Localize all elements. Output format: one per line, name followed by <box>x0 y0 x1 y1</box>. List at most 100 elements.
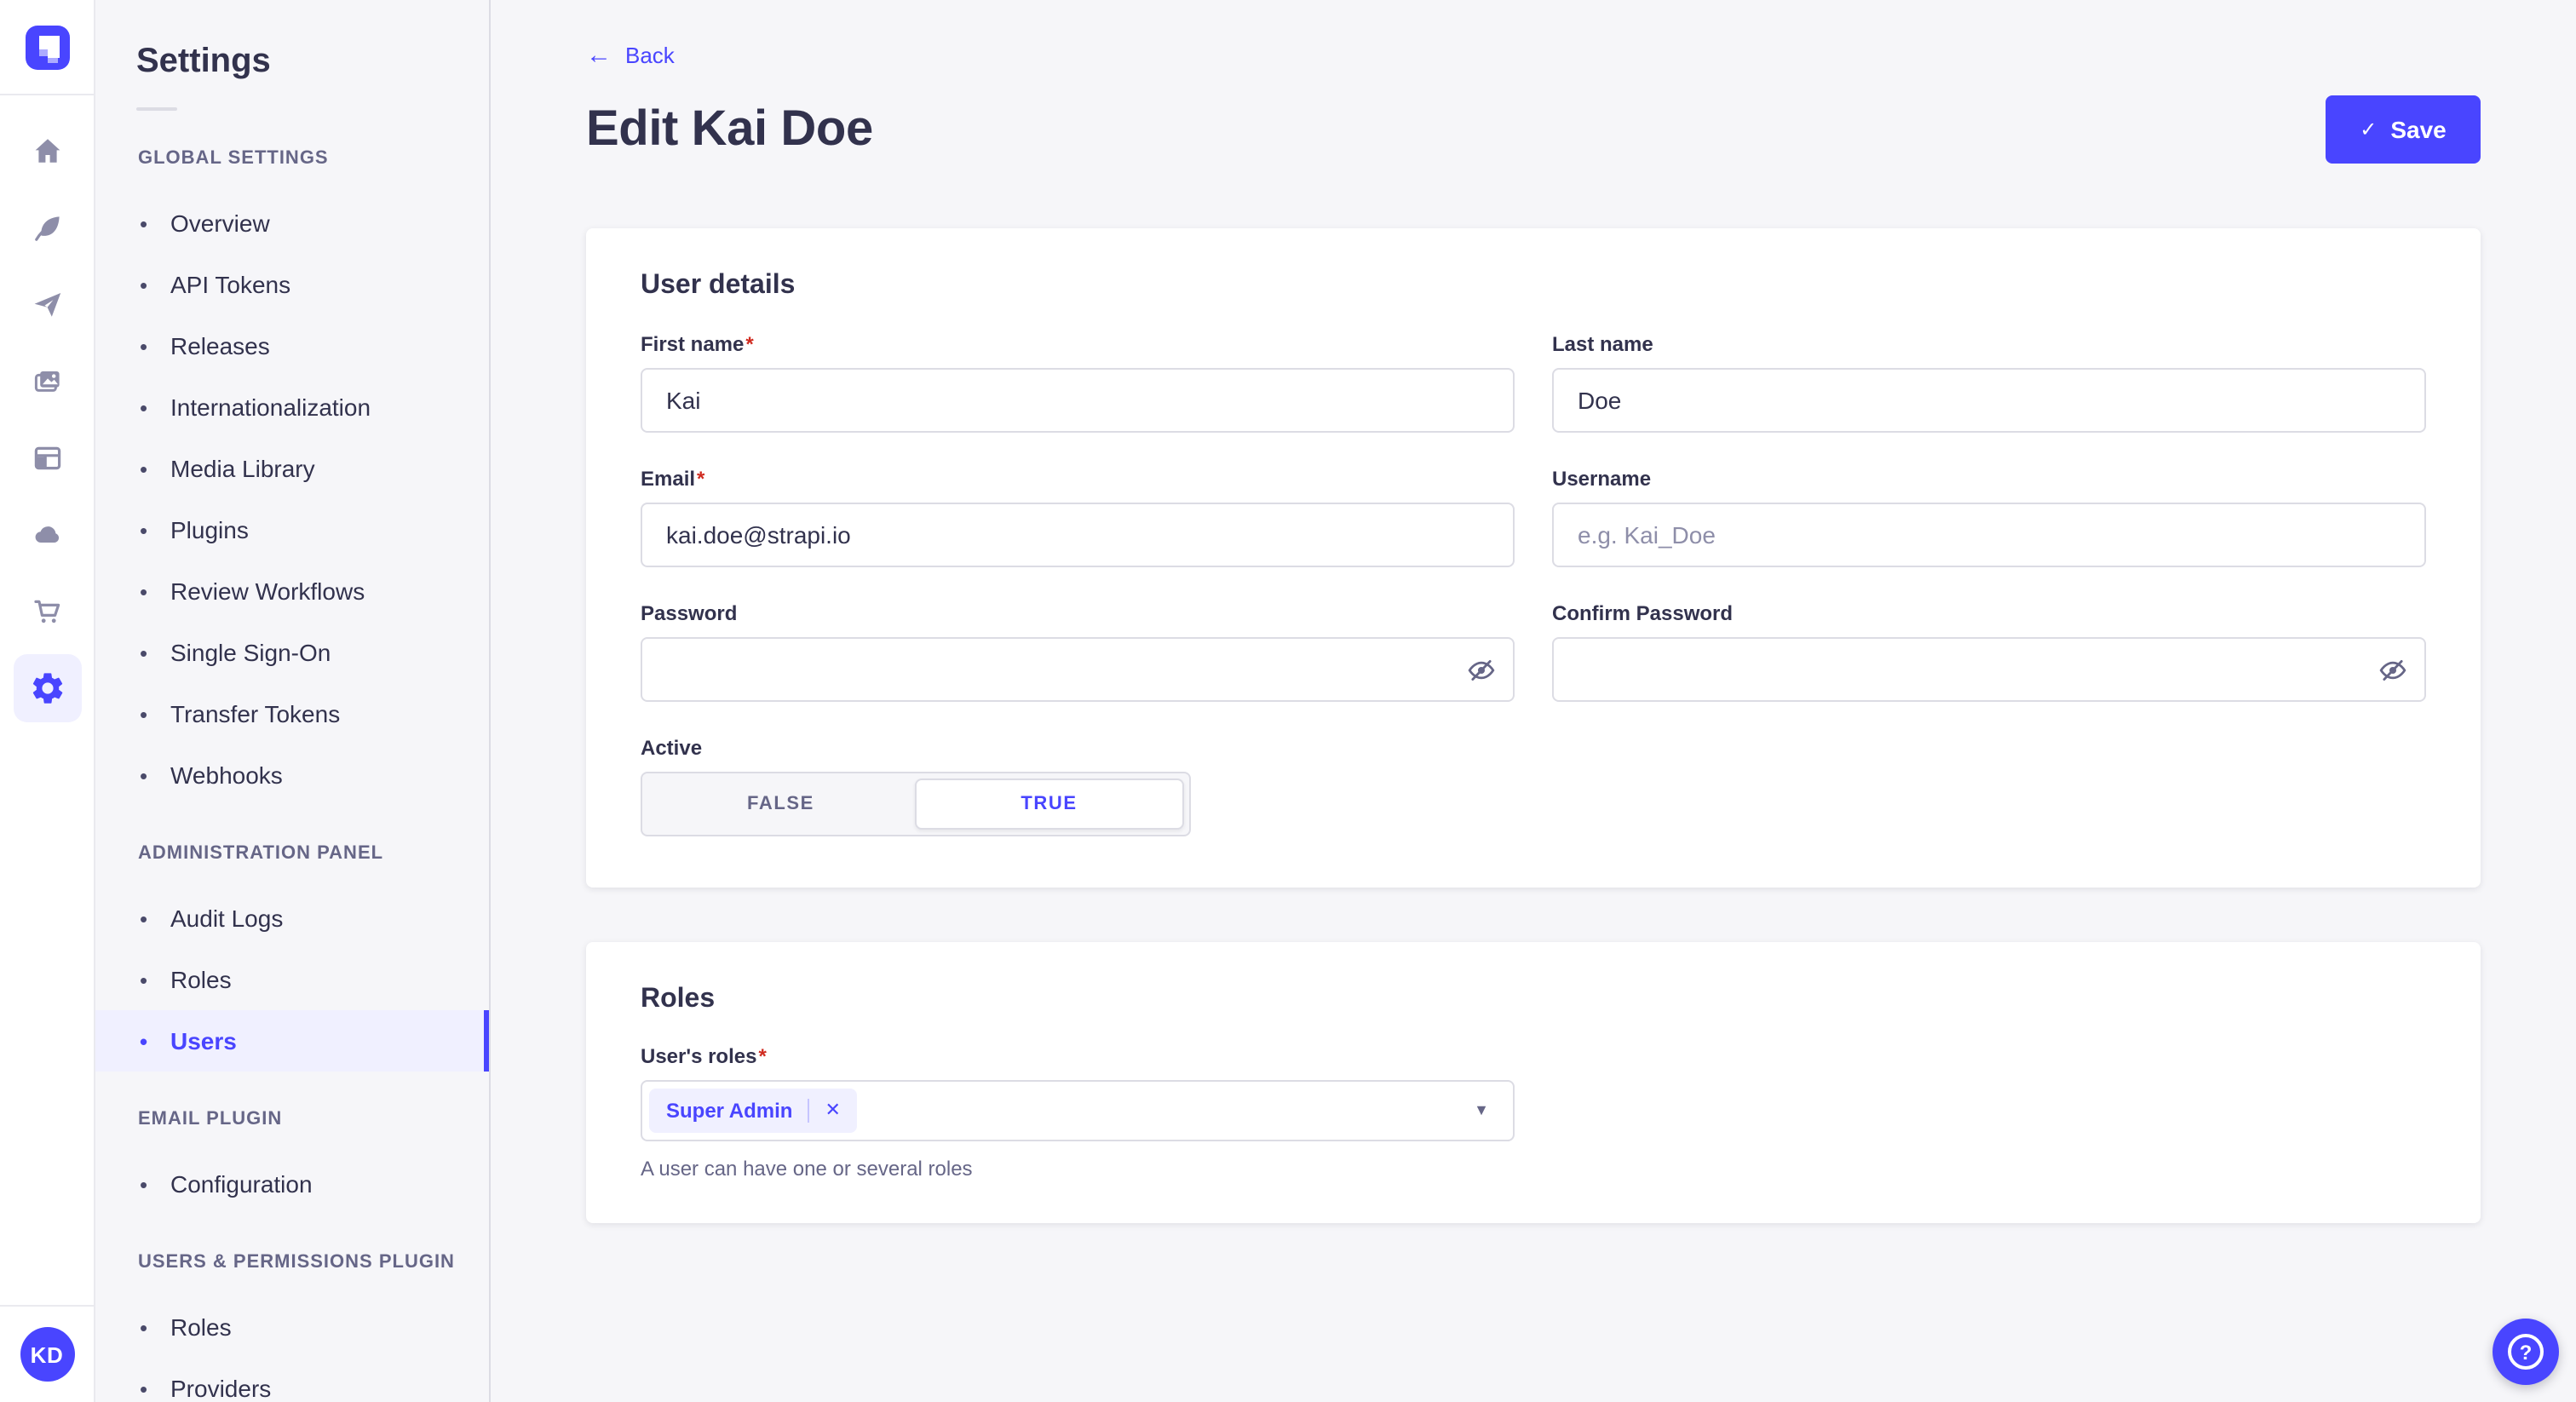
feather-icon[interactable] <box>13 194 81 262</box>
section-label-global-settings: GLOBAL SETTINGS <box>138 148 329 169</box>
question-mark-icon: ? <box>2508 1334 2544 1370</box>
bullet-icon: • <box>140 578 148 604</box>
logo-cell <box>0 0 94 95</box>
save-button[interactable]: ✓ Save <box>2326 95 2481 164</box>
nav-list-administration-panel: • Audit Logs • Roles • Users <box>95 888 489 1072</box>
email-label: Email * <box>641 463 1515 494</box>
strapi-logo-icon[interactable] <box>25 25 69 69</box>
media-library-icon[interactable] <box>13 348 81 416</box>
sidebar-item-api-tokens[interactable]: • API Tokens <box>95 254 489 315</box>
sidebar-item-label: Users <box>170 1027 237 1054</box>
sidebar-item-label: Providers <box>170 1375 272 1402</box>
sidebar-item-label: Internationalization <box>170 394 371 421</box>
home-icon[interactable] <box>13 118 81 186</box>
username-label: Username <box>1552 463 2426 494</box>
active-toggle-false[interactable]: FALSE <box>647 779 914 830</box>
rail-footer: KD <box>0 1305 94 1402</box>
active-field-group: Active FALSE TRUE <box>641 733 1515 836</box>
paper-plane-icon[interactable] <box>13 271 81 339</box>
label-text: User's roles <box>641 1044 757 1068</box>
sidebar-item-label: Configuration <box>170 1170 313 1198</box>
bullet-icon: • <box>140 210 148 236</box>
email-input[interactable] <box>641 503 1515 567</box>
settings-subnav: Settings GLOBAL SETTINGS • Overview • API … <box>95 0 491 1402</box>
active-toggle: FALSE TRUE <box>641 772 1191 836</box>
marketplace-cart-icon[interactable] <box>13 577 81 646</box>
sidebar-item-plugins[interactable]: • Plugins <box>95 499 489 560</box>
sidebar-item-label: Releases <box>170 332 270 359</box>
subnav-title: Settings <box>136 43 271 80</box>
role-tag-separator <box>808 1099 810 1123</box>
save-label: Save <box>2390 116 2447 143</box>
sidebar-item-users[interactable]: • Users <box>95 1010 489 1072</box>
section-label-users-permissions-plugin: USERS & PERMISSIONS PLUGIN <box>138 1252 455 1273</box>
last-name-input[interactable] <box>1552 368 2426 433</box>
first-name-input[interactable] <box>641 368 1515 433</box>
sidebar-item-configuration[interactable]: • Configuration <box>95 1153 489 1215</box>
password-label: Password <box>641 598 1515 629</box>
username-input[interactable] <box>1552 503 2426 567</box>
active-toggle-true[interactable]: TRUE <box>914 779 1184 830</box>
sidebar-item-providers[interactable]: • Providers <box>95 1358 489 1402</box>
sidebar-item-admin-roles[interactable]: • Roles <box>95 949 489 1010</box>
password-input-wrap <box>641 637 1515 702</box>
help-button[interactable]: ? <box>2493 1319 2559 1385</box>
layout-icon[interactable] <box>13 424 81 492</box>
settings-gear-icon[interactable] <box>13 654 81 722</box>
last-name-label: Last name <box>1552 329 2426 359</box>
user-details-card: User details First name* Last name Email… <box>586 228 2481 888</box>
active-label: Active <box>641 733 1515 763</box>
confirm-password-input-wrap <box>1552 637 2426 702</box>
roles-hint: A user can have one or several roles <box>641 1157 973 1181</box>
sidebar-item-label: Roles <box>170 966 232 993</box>
sidebar-item-up-roles[interactable]: • Roles <box>95 1296 489 1358</box>
eye-off-icon[interactable] <box>2365 642 2419 697</box>
page-header: Edit Kai Doe ✓ Save <box>586 95 2481 164</box>
roles-heading: Roles <box>641 985 716 1014</box>
main-nav-rail: KD <box>0 0 95 1402</box>
sidebar-item-label: Audit Logs <box>170 905 284 932</box>
user-roles-select[interactable]: Super Admin ✕ ▼ <box>641 1080 1515 1141</box>
last-name-field-group: Last name <box>1552 329 2426 433</box>
back-arrow-icon: ← <box>586 40 612 69</box>
cloud-icon[interactable] <box>13 501 81 569</box>
required-asterisk: * <box>745 332 754 356</box>
sidebar-item-internationalization[interactable]: • Internationalization <box>95 376 489 438</box>
username-field-group: Username <box>1552 463 2426 567</box>
bullet-icon: • <box>140 394 148 420</box>
eye-off-icon[interactable] <box>1453 642 1508 697</box>
bullet-icon: • <box>140 1171 148 1197</box>
back-link[interactable]: ← Back <box>586 42 675 67</box>
confirm-password-field-group: Confirm Password <box>1552 598 2426 702</box>
nav-list-email-plugin: • Configuration <box>95 1153 489 1215</box>
sidebar-item-webhooks[interactable]: • Webhooks <box>95 744 489 806</box>
sidebar-item-releases[interactable]: • Releases <box>95 315 489 376</box>
sidebar-item-single-sign-on[interactable]: • Single Sign-On <box>95 622 489 683</box>
bullet-icon: • <box>140 333 148 359</box>
bullet-icon: • <box>140 517 148 543</box>
password-input[interactable] <box>641 637 1515 702</box>
user-details-form: First name* Last name Email* Username Pa <box>641 329 2426 836</box>
label-text: Email <box>641 467 696 491</box>
sidebar-item-label: Plugins <box>170 516 249 543</box>
sidebar-item-transfer-tokens[interactable]: • Transfer Tokens <box>95 683 489 744</box>
sidebar-item-overview[interactable]: • Overview <box>95 192 489 254</box>
bullet-icon: • <box>140 905 148 931</box>
confirm-password-input[interactable] <box>1552 637 2426 702</box>
confirm-password-label: Confirm Password <box>1552 598 2426 629</box>
sidebar-item-review-workflows[interactable]: • Review Workflows <box>95 560 489 622</box>
roles-card: Roles User's roles * Super Admin ✕ ▼ A us… <box>586 942 2481 1223</box>
check-icon: ✓ <box>2360 118 2378 141</box>
required-asterisk: * <box>758 1044 767 1068</box>
sidebar-item-media-library[interactable]: • Media Library <box>95 438 489 499</box>
logo-shape <box>47 54 57 62</box>
bullet-icon: • <box>140 272 148 297</box>
bullet-icon: • <box>140 1028 148 1054</box>
email-field-group: Email * <box>641 463 1515 567</box>
remove-role-icon[interactable]: ✕ <box>825 1100 841 1120</box>
sidebar-item-label: Transfer Tokens <box>170 700 341 727</box>
label-text: Confirm Password <box>1552 601 1734 625</box>
sidebar-item-audit-logs[interactable]: • Audit Logs <box>95 888 489 949</box>
user-avatar[interactable]: KD <box>20 1327 74 1382</box>
role-tag-super-admin: Super Admin ✕ <box>649 1089 858 1133</box>
